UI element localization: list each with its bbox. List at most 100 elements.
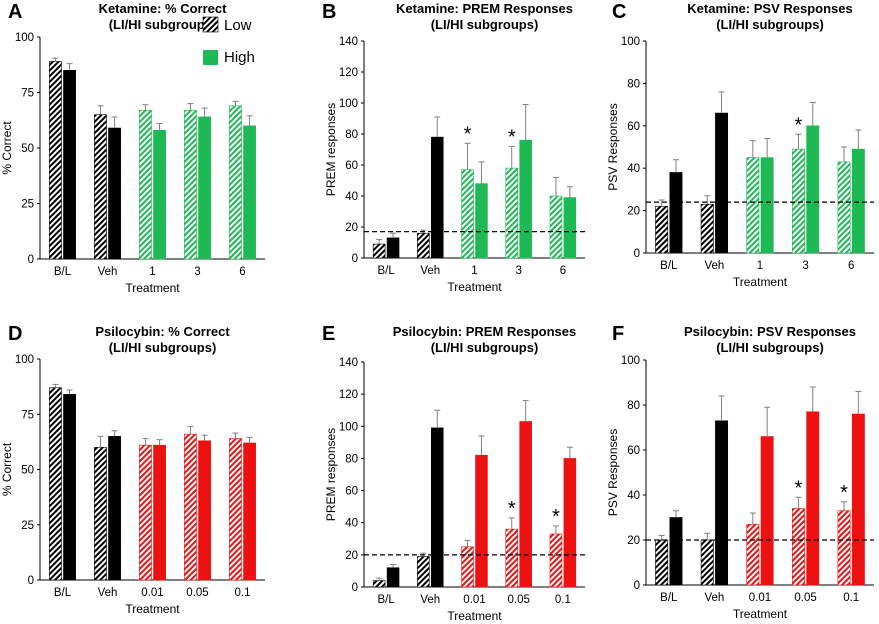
x-tick-label: 1 bbox=[149, 266, 155, 278]
bar-high-bl bbox=[63, 70, 76, 260]
bar-low-bl bbox=[49, 61, 62, 260]
y-tick-label: 20 bbox=[627, 206, 640, 218]
x-tick-label: Veh bbox=[98, 587, 118, 599]
y-tick-label: 100 bbox=[621, 355, 640, 367]
y-tick-label: 25 bbox=[21, 199, 34, 211]
bar-low-01 bbox=[837, 510, 851, 586]
panel-title: Psilocybin: PSV Responses bbox=[684, 324, 856, 339]
x-tick-label: B/L bbox=[377, 265, 395, 277]
bar-low-bl bbox=[372, 580, 386, 588]
bar-high-3 bbox=[519, 139, 532, 259]
bar-high-005 bbox=[519, 421, 532, 588]
bar-low-veh bbox=[94, 447, 107, 581]
y-tick-label: 0 bbox=[352, 582, 358, 594]
y-axis-label: PSV Responses bbox=[606, 429, 620, 516]
x-tick-label: 3 bbox=[802, 260, 808, 272]
y-tick-label: 0 bbox=[28, 254, 34, 266]
bar-low-001 bbox=[746, 523, 760, 586]
y-tick-label: 75 bbox=[21, 409, 34, 421]
bar-low-bl bbox=[372, 243, 386, 259]
bar-low-veh bbox=[417, 556, 430, 588]
panel-subtitle: (LI/HI subgroups) bbox=[431, 340, 539, 355]
bar-high-veh bbox=[715, 420, 729, 586]
x-tick-label: 3 bbox=[515, 265, 521, 277]
bar-low-1 bbox=[746, 157, 760, 254]
x-tick-label: 6 bbox=[560, 265, 566, 277]
panel-title: Ketamine: PSV Responses bbox=[687, 1, 852, 16]
y-tick-label: 0 bbox=[352, 253, 358, 265]
panel-subtitle: (LI/HI subgroups) bbox=[109, 17, 217, 32]
bar-high-veh bbox=[430, 427, 444, 588]
significance-star: * bbox=[508, 498, 516, 520]
y-tick-label: 80 bbox=[345, 129, 358, 141]
x-axis-label: Treatment bbox=[733, 607, 788, 621]
x-tick-label: B/L bbox=[54, 587, 72, 599]
bar-low-01 bbox=[229, 438, 242, 581]
bar-low-005 bbox=[184, 433, 197, 581]
x-tick-label: Veh bbox=[704, 592, 724, 604]
panel-e: E Psilocybin: PREM Responses(LI/HI subgro… bbox=[322, 323, 585, 623]
y-tick-label: 20 bbox=[627, 535, 640, 547]
significance-star: * bbox=[795, 114, 803, 136]
x-tick-label: B/L bbox=[660, 260, 678, 272]
bar-low-6 bbox=[549, 195, 563, 259]
x-tick-label: 0.01 bbox=[141, 587, 163, 599]
panel-label: B bbox=[322, 1, 336, 23]
bar-low-bl bbox=[655, 539, 669, 586]
bar-low-001 bbox=[461, 546, 474, 588]
x-tick-label: B/L bbox=[377, 594, 395, 606]
bar-low-001 bbox=[139, 444, 152, 581]
bar-high-005 bbox=[806, 411, 820, 586]
bar-low-1 bbox=[461, 169, 474, 259]
y-tick-label: 80 bbox=[345, 453, 358, 465]
panel-title: Psilocybin: PREM Responses bbox=[393, 324, 577, 339]
x-tick-label: 0.1 bbox=[235, 587, 251, 599]
y-tick-label: 25 bbox=[21, 520, 34, 532]
bar-high-1 bbox=[475, 183, 488, 259]
y-tick-label: 120 bbox=[339, 389, 358, 401]
y-tick-label: 60 bbox=[627, 121, 640, 133]
significance-star: * bbox=[795, 477, 803, 499]
panel-a: A Ketamine: % Correct(LI/HI subgroups) 0 25… bbox=[0, 1, 265, 295]
bar-low-005 bbox=[791, 508, 805, 586]
y-tick-label: 40 bbox=[345, 518, 358, 530]
x-tick-label: Veh bbox=[420, 594, 440, 606]
bar-high-bl bbox=[669, 172, 683, 254]
bar-high-3 bbox=[806, 125, 820, 254]
bar-low-01 bbox=[549, 533, 563, 588]
bar-high-01 bbox=[563, 458, 577, 588]
x-axis-label: Treatment bbox=[447, 280, 502, 294]
panel-subtitle: (LI/HI subgroups) bbox=[716, 17, 824, 32]
panel-b: B Ketamine: PREM Responses(LI/HI subgroup… bbox=[322, 1, 585, 294]
legend-high-label: High bbox=[224, 49, 255, 66]
y-tick-label: 60 bbox=[345, 486, 358, 498]
bar-high-veh bbox=[108, 436, 121, 581]
bar-high-veh bbox=[430, 136, 444, 259]
y-tick-label: 100 bbox=[621, 36, 640, 48]
panel-label: D bbox=[8, 323, 22, 345]
panel-label: A bbox=[8, 1, 22, 23]
x-tick-label: Veh bbox=[98, 266, 118, 278]
bar-low-veh bbox=[417, 232, 430, 259]
bar-high-bl bbox=[386, 237, 400, 259]
y-tick-label: 0 bbox=[634, 580, 640, 592]
y-tick-label: 140 bbox=[339, 36, 358, 48]
bar-low-veh bbox=[700, 539, 714, 586]
bar-high-veh bbox=[715, 112, 729, 254]
bar-high-005 bbox=[198, 440, 211, 581]
y-axis-label: PREM responses bbox=[324, 428, 338, 521]
y-tick-label: 60 bbox=[627, 445, 640, 457]
bar-high-6 bbox=[563, 197, 577, 259]
x-tick-label: 0.1 bbox=[843, 592, 859, 604]
y-axis-label: % Correct bbox=[0, 442, 14, 496]
y-tick-label: 80 bbox=[627, 78, 640, 90]
y-tick-label: 0 bbox=[28, 575, 34, 587]
x-tick-label: 6 bbox=[848, 260, 854, 272]
bar-low-6 bbox=[837, 161, 851, 254]
bar-high-6 bbox=[851, 148, 865, 254]
bar-high-3 bbox=[198, 116, 211, 260]
y-tick-label: 100 bbox=[15, 32, 34, 44]
y-tick-label: 50 bbox=[21, 143, 34, 155]
significance-star: * bbox=[552, 506, 560, 528]
